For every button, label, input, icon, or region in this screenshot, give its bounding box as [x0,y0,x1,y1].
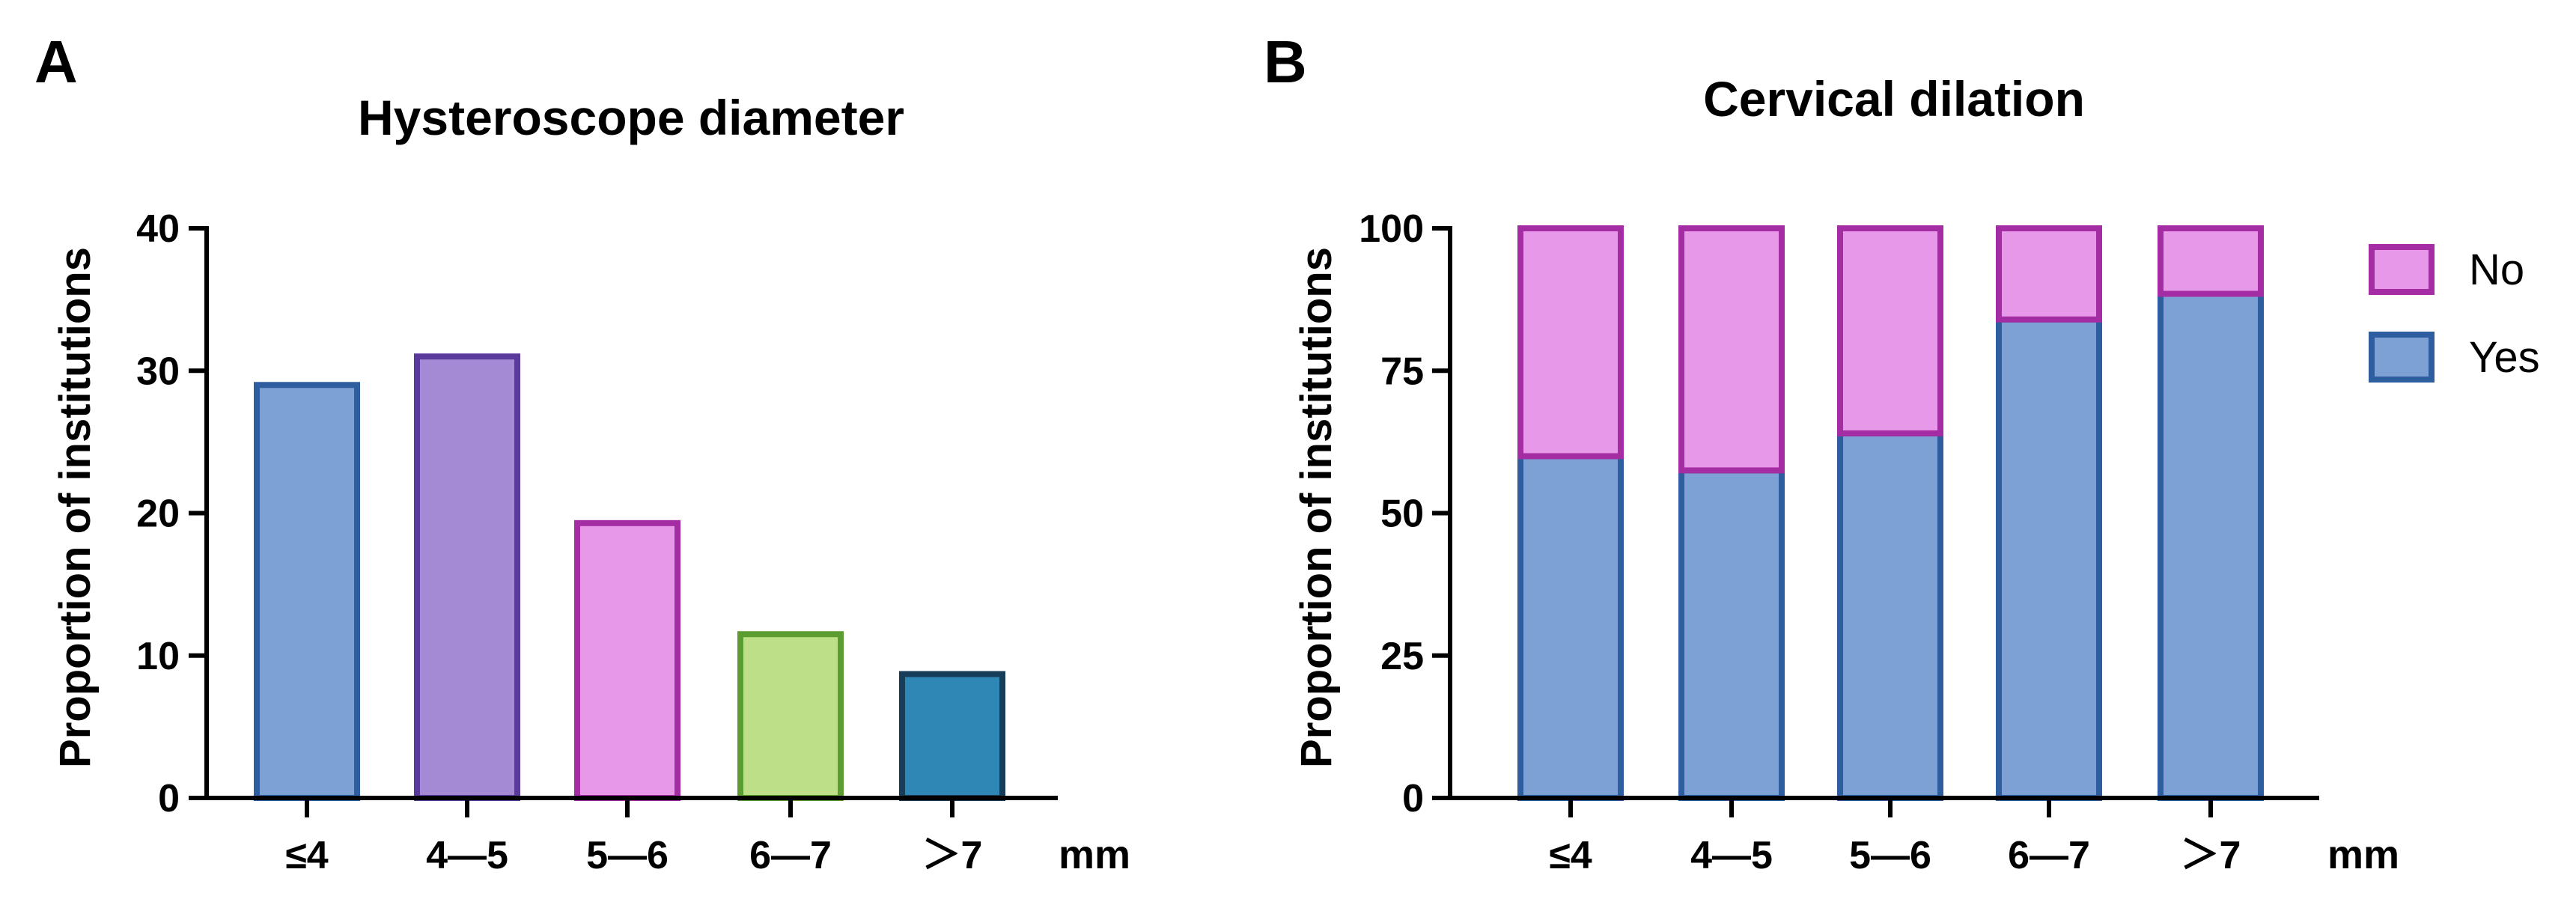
panel-b-y-tick-label-5: 100 [1359,207,1424,251]
panel-a-y-tick-label-4: 30 [136,350,180,393]
panel-a: A Hysteroscope diameter Proportion of in… [34,28,1130,877]
panel-a-x-category-label-5: ＞7 [922,834,983,877]
panel-b-x-category-label-2: 4—5 [1690,834,1773,877]
panel-b-title: Cervical dilation [1703,71,2085,127]
panel-b-bar-no-3 [1837,225,1943,436]
panel-b-bar-yes-4 [1996,316,2102,801]
panel-a-x-category-label-3: 5—6 [586,834,669,877]
panel-a-y-ticks: 0 10 20 30 40 [136,207,207,820]
panel-b-y-tick-label-3: 50 [1380,493,1424,536]
panel-a-letter: A [34,28,78,95]
panel-b-x-category-label-4: 6—7 [2008,834,2090,877]
panel-b: B Cervical dilation Proportion of instit… [1264,28,2540,877]
legend-label-yes: Yes [2469,333,2540,382]
panel-a-bar-4 [737,631,844,802]
panel-a-bar-5 [899,671,1005,801]
panel-b-bar-yes-2 [1678,467,1785,801]
panel-a-bar-3 [574,519,680,801]
panel-b-x-category-label-5: ＞7 [2181,834,2241,877]
panel-a-x-category-label-2: 4—5 [426,834,508,877]
panel-b-y-ticks: 0 25 50 75 100 [1359,207,1450,820]
panel-b-bar-no-1 [1517,225,1624,460]
panel-b-bar-no-4 [1996,225,2102,323]
panel-b-letter: B [1264,28,1307,95]
panel-b-bar-yes-3 [1837,430,1943,802]
legend-swatch-yes [2369,332,2435,383]
panel-b-y-tick-label-1: 0 [1402,777,1424,820]
panel-b-bar-yes-1 [1517,453,1624,802]
panel-b-bar-yes-5 [2158,290,2264,801]
panel-a-x-unit: mm [1059,832,1130,877]
panel-b-bar-no-5 [2158,225,2264,297]
panel-b-x-category-label-1: ≤4 [1549,834,1592,877]
panel-b-x-unit: mm [2327,832,2399,877]
panel-b-x-categories: ≤4 4—5 5—6 6—7 ＞7 [1549,798,2241,877]
panel-a-x-category-label-4: 6—7 [749,834,832,877]
legend-label-no: No [2469,246,2524,294]
panel-a-bars [254,353,1005,802]
panel-b-y-axis-label: Proportion of institutions [1292,247,1341,768]
panel-b-y-tick-label-4: 75 [1380,350,1424,393]
panel-a-bar-2 [414,353,520,802]
panel-b-bars [1517,225,2264,802]
panel-b-y-tick-label-2: 25 [1380,635,1424,678]
panel-a-y-tick-label-3: 20 [136,493,180,536]
panel-b-x-category-label-3: 5—6 [1849,834,1931,877]
panel-a-title: Hysteroscope diameter [358,90,904,145]
panel-a-y-axis-label: Proportion of institutions [51,247,100,768]
panel-a-y-tick-label-5: 40 [136,207,180,251]
legend-swatch-no [2369,244,2435,295]
panel-a-x-category-label-1: ≤4 [285,834,329,877]
panel-a-y-tick-label-1: 0 [158,777,180,820]
panel-a-x-categories: ≤4 4—5 5—6 6—7 ＞7 [285,798,982,877]
panel-b-legend: No Yes [2369,244,2540,383]
panel-a-bar-1 [254,382,360,801]
panel-a-y-tick-label-2: 10 [136,635,180,678]
panel-b-bar-no-2 [1678,225,1785,474]
